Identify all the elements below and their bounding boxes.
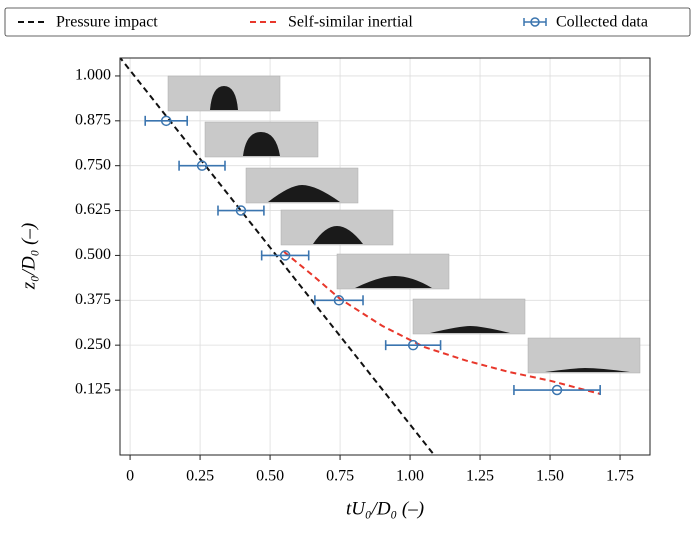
- error-bar: [217, 205, 265, 216]
- photo: [167, 75, 281, 112]
- legend-swatch-marker: [530, 17, 540, 27]
- photo: [280, 209, 394, 246]
- error-bar: [513, 385, 601, 396]
- y-tick-label: 0.625: [75, 201, 111, 218]
- photo: [336, 253, 450, 290]
- y-tick-label: 0.375: [75, 291, 111, 308]
- error-bar: [384, 340, 442, 351]
- x-tick-label: 0.75: [326, 468, 354, 485]
- photos: [167, 75, 641, 374]
- error-bar: [144, 115, 188, 126]
- x-tick-label: 0.25: [186, 468, 214, 485]
- legend-label: Self-similar inertial: [288, 14, 413, 31]
- x-axis-label: tU₀/D₀ (–): [346, 498, 424, 519]
- photo: [412, 298, 526, 335]
- marker: [407, 339, 419, 351]
- x-tick-label: 0: [126, 468, 134, 485]
- x-tick-label: 1.25: [466, 468, 494, 485]
- line-series: [120, 58, 436, 455]
- x-tick-label: 0.50: [256, 468, 284, 485]
- error-bar: [178, 160, 226, 171]
- legend-label: Collected data: [556, 14, 648, 31]
- line-series: [283, 251, 601, 395]
- marker: [333, 295, 345, 306]
- y-tick-label: 0.875: [75, 111, 111, 128]
- y-tick-label: 0.250: [75, 336, 111, 353]
- y-tick-label: 0.750: [75, 156, 111, 173]
- legend-label: Pressure impact: [56, 14, 158, 31]
- y-tick-label: 0.500: [75, 246, 111, 263]
- error-bar: [314, 295, 364, 306]
- x-tick-label: 1.00: [396, 468, 424, 485]
- marker: [160, 115, 172, 127]
- y-axis-label: z₀/D₀ (–): [18, 223, 39, 291]
- series-layer: [120, 58, 601, 455]
- legend-box: [4, 7, 691, 37]
- x-tick-label: 1.50: [536, 468, 564, 485]
- photo: [245, 167, 359, 204]
- marker: [235, 205, 247, 216]
- photo: [527, 337, 641, 374]
- photo: [204, 121, 319, 158]
- marker: [551, 384, 563, 396]
- error-bar: [260, 250, 310, 261]
- marker: [196, 160, 208, 171]
- marker: [279, 250, 291, 261]
- y-tick-label: 0.125: [75, 381, 111, 398]
- legend-swatch: [523, 17, 547, 27]
- x-tick-label: 1.75: [606, 468, 634, 485]
- y-tick-label: 1.000: [75, 67, 111, 84]
- plot-frame: [119, 57, 651, 456]
